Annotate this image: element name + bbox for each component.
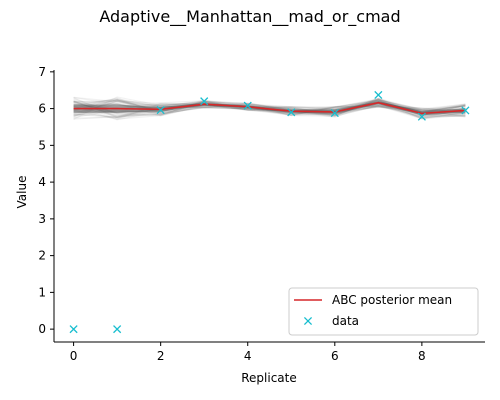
x-tick-label: 0 bbox=[70, 349, 78, 363]
y-tick-label: 6 bbox=[38, 102, 46, 116]
x-axis-label: Replicate bbox=[241, 371, 297, 385]
data-point-marker bbox=[374, 90, 383, 100]
legend-item: ABC posterior mean bbox=[294, 293, 452, 307]
y-axis-label: Value bbox=[15, 176, 29, 209]
legend-label: data bbox=[332, 314, 359, 328]
y-tick-label: 2 bbox=[38, 249, 46, 263]
y-tick-label: 3 bbox=[38, 212, 46, 226]
data-point-marker bbox=[156, 106, 165, 115]
legend-box bbox=[288, 287, 479, 336]
data-point-marker bbox=[417, 112, 426, 121]
posterior-sample-line bbox=[73, 99, 466, 118]
y-tick-label: 5 bbox=[38, 138, 46, 152]
y-tick-label: 0 bbox=[38, 322, 46, 336]
y-tick-label: 1 bbox=[38, 285, 46, 299]
x-tick-label: 4 bbox=[244, 349, 252, 363]
posterior-sample-line bbox=[73, 100, 466, 118]
posterior-sample-line bbox=[73, 98, 466, 116]
posterior-sample-line bbox=[73, 97, 466, 121]
legend-label: ABC posterior mean bbox=[332, 293, 452, 307]
data-point-marker bbox=[200, 97, 209, 106]
axes: 0 2 4 6 8 0 1 2 3 4 5 6 7 bbox=[38, 65, 485, 363]
chart-title: Adaptive__Manhattan__mad_or_cmad bbox=[99, 7, 400, 27]
posterior-mean-line bbox=[73, 101, 466, 115]
legend-marker-swatch bbox=[303, 316, 313, 326]
posterior-sample-line bbox=[73, 101, 466, 119]
y-tick-label: 7 bbox=[38, 65, 46, 79]
x-tick-label: 6 bbox=[331, 349, 339, 363]
data-point-marker bbox=[69, 325, 78, 334]
legend-item: data bbox=[303, 314, 359, 328]
data-point-marker bbox=[287, 108, 296, 117]
series-layer bbox=[69, 90, 470, 334]
data-point-marker bbox=[330, 108, 339, 118]
posterior-sample-line bbox=[73, 100, 466, 120]
x-tick-label: 8 bbox=[418, 349, 426, 363]
data-point-marker bbox=[113, 325, 122, 334]
data-point-marker bbox=[243, 101, 252, 110]
x-tick-label: 2 bbox=[157, 349, 165, 363]
posterior-sample-line bbox=[73, 103, 466, 119]
y-tick-label: 4 bbox=[38, 175, 46, 189]
data-point-marker bbox=[461, 106, 470, 115]
legend: ABC posterior mean data bbox=[288, 287, 479, 336]
